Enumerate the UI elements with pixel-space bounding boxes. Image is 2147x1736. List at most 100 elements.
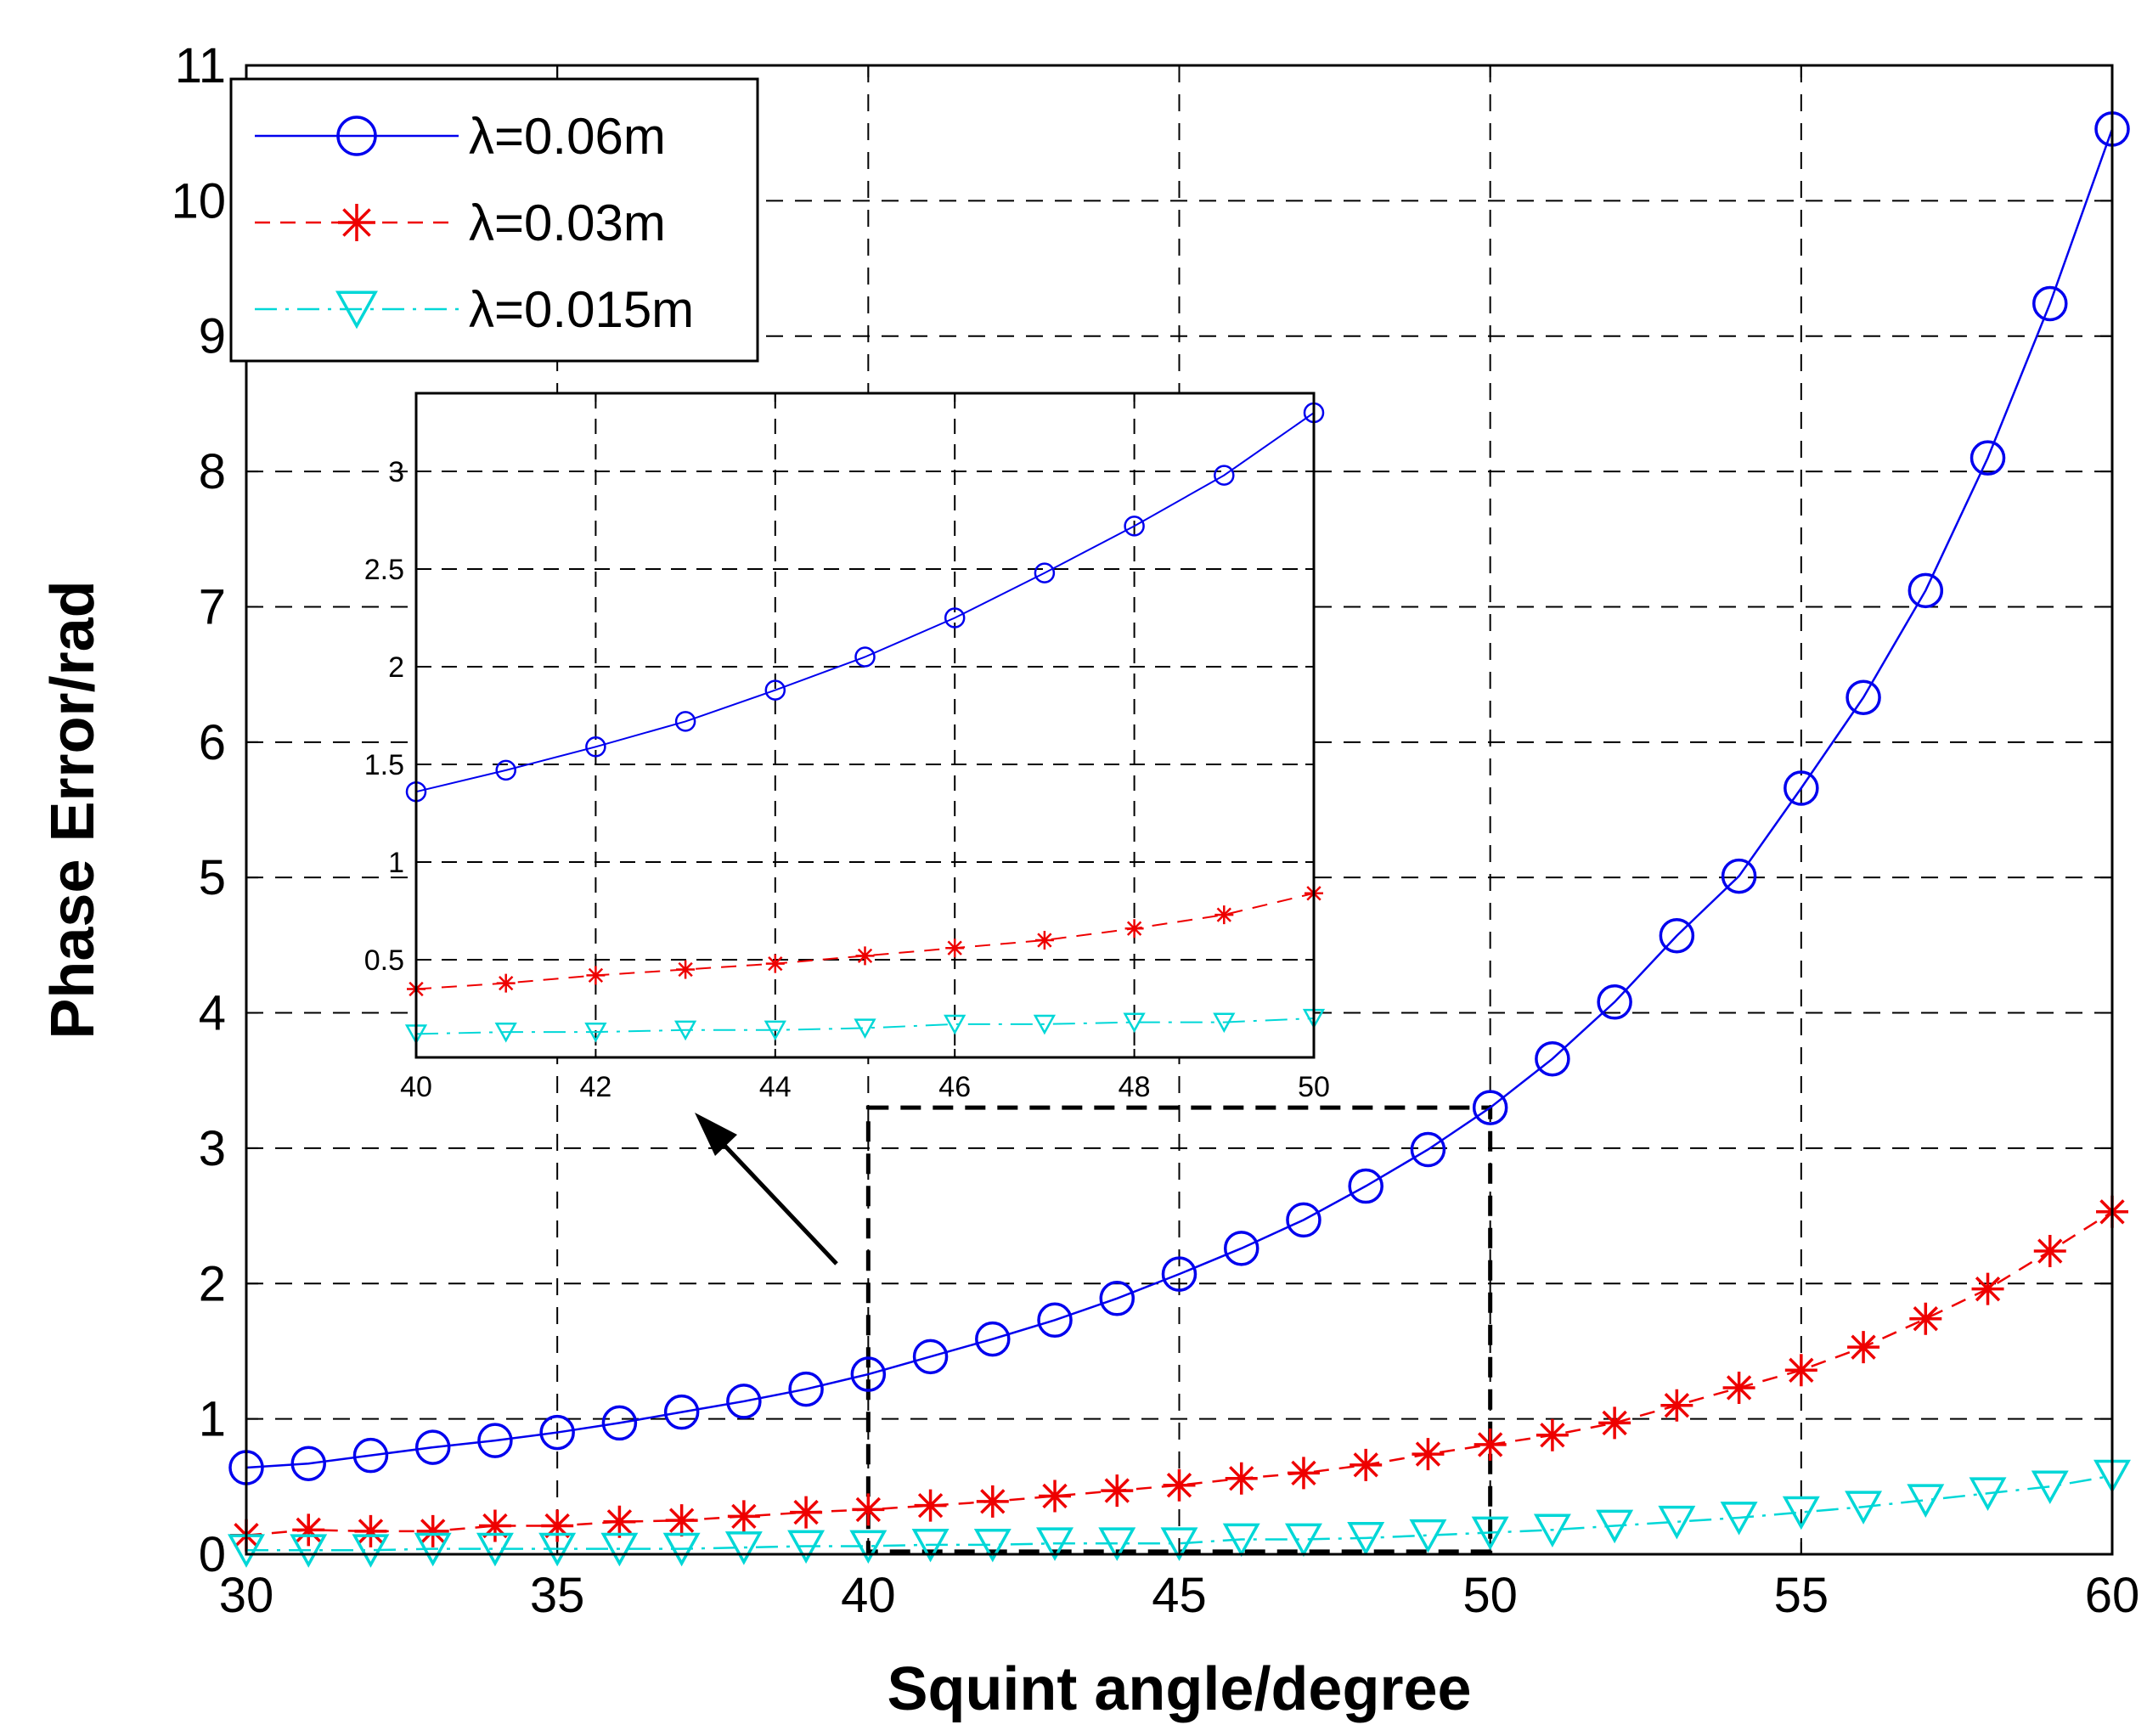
data-point bbox=[944, 1014, 966, 1035]
y-tick-label: 1 bbox=[388, 847, 404, 879]
data-point bbox=[292, 1513, 325, 1547]
x-tick-label: 42 bbox=[579, 1071, 611, 1103]
data-point bbox=[1410, 1131, 1446, 1168]
y-tick-label: 6 bbox=[199, 715, 226, 770]
data-point bbox=[1225, 1462, 1258, 1495]
data-point bbox=[1098, 1527, 1136, 1561]
data-point bbox=[495, 759, 516, 781]
legend-item-2: λ=0.015m bbox=[255, 281, 694, 338]
data-point bbox=[2033, 1235, 2066, 1268]
data-point bbox=[600, 1532, 639, 1567]
data-point bbox=[601, 1405, 638, 1441]
data-point bbox=[1287, 1457, 1320, 1490]
data-point bbox=[911, 1528, 950, 1563]
data-point bbox=[726, 1384, 762, 1419]
series-line bbox=[415, 412, 1315, 793]
data-point bbox=[674, 711, 696, 732]
data-point bbox=[2032, 285, 2068, 322]
data-point bbox=[1099, 1281, 1135, 1316]
y-tick-label: 8 bbox=[199, 444, 226, 499]
y-tick-label: 1 bbox=[199, 1392, 226, 1447]
data-point bbox=[1845, 1491, 1883, 1525]
data-point bbox=[1286, 1202, 1321, 1238]
x-tick-label: 50 bbox=[1462, 1568, 1518, 1623]
legend-item-0: λ=0.06m bbox=[255, 108, 666, 165]
data-point bbox=[1536, 1418, 1569, 1451]
data-point bbox=[1908, 572, 1944, 609]
data-point bbox=[1214, 905, 1234, 925]
data-point bbox=[945, 938, 965, 958]
data-point bbox=[1124, 919, 1144, 938]
data-point bbox=[1535, 1040, 1570, 1077]
x-tick-label: 30 bbox=[219, 1568, 274, 1623]
data-point bbox=[975, 1321, 1011, 1357]
data-point bbox=[1409, 1519, 1447, 1553]
data-point bbox=[973, 1528, 1012, 1563]
y-tick-label: 0 bbox=[199, 1527, 226, 1582]
series-line bbox=[415, 892, 1315, 990]
data-point bbox=[539, 1414, 575, 1451]
data-point bbox=[1596, 1509, 1634, 1544]
data-point bbox=[1160, 1527, 1198, 1561]
legend-item-1: λ=0.03m bbox=[255, 194, 666, 251]
data-point bbox=[944, 607, 966, 628]
data-point bbox=[1223, 1231, 1259, 1266]
data-point bbox=[1350, 1448, 1383, 1481]
data-point bbox=[1720, 1502, 1758, 1536]
data-point bbox=[1348, 1168, 1383, 1204]
data-point bbox=[1598, 1406, 1631, 1440]
x-tick-label: 44 bbox=[759, 1071, 792, 1103]
data-point bbox=[850, 1356, 887, 1392]
x-tick-label: 48 bbox=[1119, 1071, 1151, 1103]
data-point bbox=[1039, 1480, 1072, 1513]
zoom-arrow bbox=[695, 1113, 838, 1265]
data-point bbox=[976, 1485, 1009, 1518]
y-tick-label: 0.5 bbox=[364, 944, 404, 977]
data-point bbox=[1034, 562, 1056, 583]
data-point bbox=[1161, 1256, 1197, 1292]
legend: λ=0.06m λ=0.03m λ=0.015m bbox=[229, 77, 759, 363]
y-tick-label: 4 bbox=[199, 986, 226, 1041]
data-point bbox=[1969, 440, 2006, 476]
data-point bbox=[1597, 984, 1632, 1020]
data-point bbox=[662, 1532, 701, 1567]
data-point bbox=[354, 1514, 387, 1547]
y-tick-label: 7 bbox=[199, 579, 226, 634]
data-point bbox=[849, 1530, 888, 1564]
data-point bbox=[1474, 1428, 1507, 1461]
legend-label: λ=0.03m bbox=[469, 194, 666, 251]
data-point bbox=[290, 1534, 328, 1568]
inset-grid bbox=[415, 393, 1315, 1057]
data-point bbox=[855, 946, 875, 966]
x-tick-label: 55 bbox=[1774, 1568, 1829, 1623]
data-point bbox=[1222, 1523, 1260, 1558]
data-point bbox=[1660, 1389, 1693, 1422]
x-tick-label: 45 bbox=[1152, 1568, 1207, 1623]
data-point bbox=[1037, 1302, 1073, 1339]
inset-tick-labels: 40 42 44 46 48 50 0.5 1 1.5 2 2.5 3 bbox=[364, 456, 1330, 1103]
legend-marker bbox=[335, 290, 378, 330]
data-point bbox=[496, 973, 516, 993]
x-tick-label: 40 bbox=[841, 1568, 896, 1623]
data-point bbox=[788, 1371, 824, 1407]
data-point bbox=[1472, 1090, 1508, 1125]
data-point bbox=[663, 1394, 700, 1430]
series-0 bbox=[405, 402, 1325, 803]
data-point bbox=[1412, 1438, 1445, 1471]
data-point bbox=[2031, 1470, 2069, 1505]
inset-plot-frame bbox=[414, 392, 1316, 1059]
series-2 bbox=[228, 1459, 2131, 1568]
data-point bbox=[1721, 858, 1757, 894]
series-line bbox=[246, 1474, 2113, 1552]
data-point bbox=[414, 1429, 451, 1465]
legend-label: λ=0.015m bbox=[469, 281, 694, 338]
y-tick-label: 9 bbox=[199, 309, 226, 364]
data-point bbox=[1101, 1474, 1134, 1508]
data-point bbox=[764, 1020, 786, 1041]
data-point bbox=[852, 1493, 885, 1526]
data-point bbox=[352, 1437, 389, 1474]
data-point bbox=[1471, 1516, 1509, 1551]
series-line bbox=[245, 128, 2114, 1469]
